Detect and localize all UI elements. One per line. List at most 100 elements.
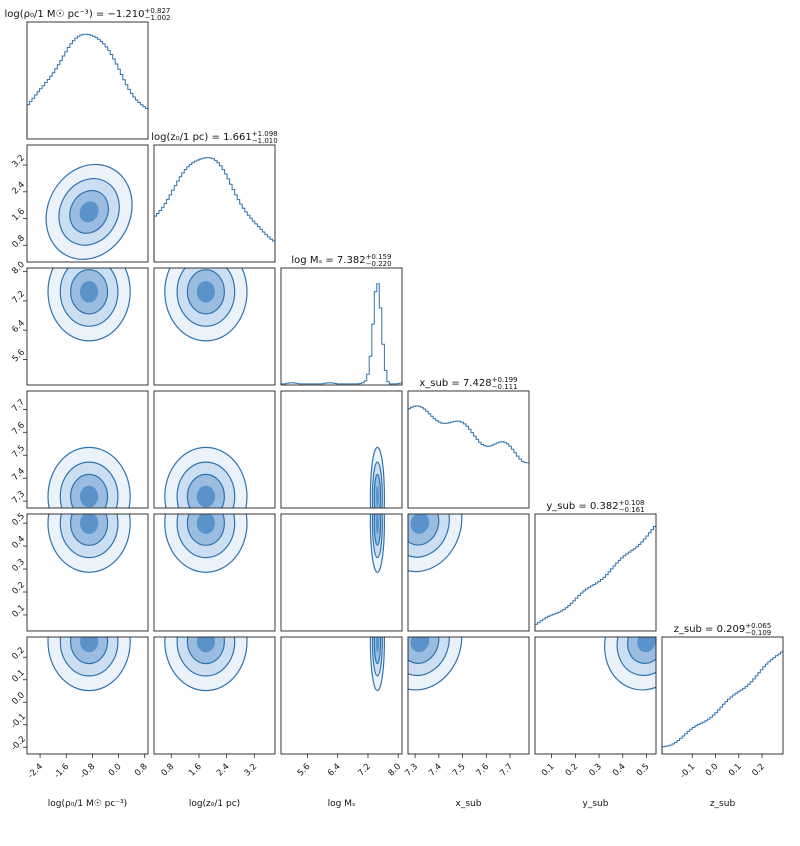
contour-level-4 <box>375 637 379 653</box>
panel-frame <box>407 513 530 632</box>
panel-frame <box>407 390 530 509</box>
contour-panel-rho0-xsub <box>26 390 149 509</box>
histogram-xsub <box>407 405 529 508</box>
contour-level-4 <box>80 637 99 653</box>
contour-level-4 <box>196 637 215 653</box>
x-axis-zsub: -0.1 0.0 0.1 0.2 z_sub <box>678 754 767 809</box>
panel-frame <box>26 144 149 263</box>
y-tick-label: 0.3 <box>10 557 27 574</box>
contour-level-4 <box>375 514 379 534</box>
contour-level-4 <box>80 485 99 508</box>
y-tick-label: 0.2 <box>10 645 27 662</box>
y-tick-label: 7.3 <box>10 489 27 506</box>
x-tick-label: 0.0 <box>704 762 721 779</box>
panel-frame <box>661 636 784 755</box>
x-tick-label: 7.6 <box>475 762 492 779</box>
y-tick-label: 0.1 <box>10 603 27 620</box>
y-tick-label: 7.2 <box>10 289 27 306</box>
y-axis-zsub: -0.2 -0.1 0.0 0.1 0.2 <box>9 645 28 753</box>
contour-group <box>47 446 131 508</box>
x-tick-label: -1.6 <box>52 762 71 781</box>
x-tick-label: 0.0 <box>107 762 124 779</box>
contour-group <box>604 637 656 691</box>
x-axis-label-xsub: x_sub <box>456 799 482 809</box>
contour-level-4 <box>375 485 379 508</box>
panel-frame <box>534 636 657 755</box>
x-tick-label: 7.4 <box>427 762 444 779</box>
hist-panel-rho0: log(ρ₀/1 M☉ pc⁻³) = −1.210+0.827 −1.002 <box>5 7 171 140</box>
hist-panel-xsub: x_sub = 7.428+0.199 −0.111 <box>407 376 530 509</box>
contour-level-4 <box>196 485 215 508</box>
contour-level-4 <box>79 201 99 223</box>
y-tick-label: 3.2 <box>10 153 27 170</box>
y-tick-label: 8.0 <box>10 260 27 277</box>
contour-panel-Ms-zsub <box>280 636 403 755</box>
x-axis-z0: 0.8 1.6 2.4 3.2 log(z₀/1 pc) <box>160 754 260 809</box>
x-axis-Ms: 5.6 6.4 7.2 8.0 log Mₛ <box>296 754 403 809</box>
x-tick-label: 6.4 <box>326 762 343 779</box>
x-axis-ysub: 0.1 0.2 0.3 0.4 0.5 y_sub <box>540 754 652 809</box>
contour-level-4 <box>196 514 215 534</box>
title-zsub: z_sub = 0.209+0.065 −0.109 <box>674 622 772 637</box>
title-Ms: log Mₛ = 7.382+0.159 −0.220 <box>291 253 391 268</box>
x-tick-label: 2.4 <box>215 762 232 779</box>
x-tick-label: 3.2 <box>243 762 260 779</box>
y-tick-label: 1.6 <box>10 207 27 224</box>
panel-frame <box>26 513 149 632</box>
x-tick-label: 0.8 <box>133 762 150 779</box>
x-tick-label: 0.2 <box>564 762 581 779</box>
y-axis-z0: 0.8 1.6 2.4 3.2 <box>10 153 27 250</box>
x-tick-label: 8.0 <box>387 762 404 779</box>
y-tick-label: 0.2 <box>10 580 27 597</box>
x-tick-label: 7.3 <box>403 762 420 779</box>
contour-panel-z0-ysub <box>153 513 276 632</box>
y-axis-ysub: 0.1 0.2 0.3 0.4 0.5 <box>10 511 27 619</box>
y-tick-label: 2.4 <box>10 180 27 197</box>
x-axis-label-rho0: log(ρ₀/1 M☉ pc⁻³) <box>48 799 127 809</box>
histogram-rho0 <box>26 33 148 139</box>
x-tick-label: -0.8 <box>79 762 98 781</box>
y-tick-label: 0.0 <box>10 690 27 707</box>
contour-group <box>47 637 131 692</box>
contour-group <box>47 514 131 573</box>
panel-frame <box>26 267 149 386</box>
title-rho0: log(ρ₀/1 M☉ pc⁻³) = −1.210+0.827 −1.002 <box>5 7 171 22</box>
contour-panel-Ms-xsub <box>280 390 403 509</box>
histogram-z0 <box>153 157 275 262</box>
contour-group <box>408 514 463 573</box>
panels-layer: log(ρ₀/1 M☉ pc⁻³) = −1.210+0.827 −1.002 -2… <box>5 7 784 809</box>
x-tick-label: 5.6 <box>296 762 313 779</box>
y-tick-label: -0.1 <box>9 712 28 731</box>
x-tick-label: 0.1 <box>540 762 557 779</box>
title-ysub: y_sub = 0.382+0.108 −0.161 <box>546 499 644 514</box>
x-tick-label: 0.3 <box>587 762 604 779</box>
panel-frame <box>153 267 276 386</box>
y-tick-label: 7.7 <box>10 398 27 415</box>
contour-panel-rho0-Ms <box>26 267 149 386</box>
contour-group <box>164 268 248 342</box>
contour-panel-xsub-zsub <box>407 636 530 755</box>
contour-panel-Ms-ysub <box>280 513 403 632</box>
contour-level-4 <box>410 637 430 653</box>
x-axis-label-Ms: log Mₛ <box>328 799 356 809</box>
contour-group <box>164 514 248 573</box>
x-axis-rho0: -2.4 -1.6 -0.8 0.0 0.8 log(ρ₀/1 M☉ pc⁻³) <box>26 754 150 809</box>
y-tick-label: 6.4 <box>10 318 27 335</box>
contour-group <box>408 637 463 691</box>
panel-frame <box>280 636 403 755</box>
y-tick-label: 0.1 <box>10 668 27 685</box>
y-tick-label: -0.2 <box>9 734 28 753</box>
x-tick-label: 0.5 <box>635 762 652 779</box>
y-tick-label: 7.5 <box>10 443 27 460</box>
contour-group <box>369 446 385 508</box>
contour-group <box>47 268 131 342</box>
contour-level-4 <box>410 514 430 534</box>
panel-frame <box>280 267 403 386</box>
contour-group <box>164 637 248 692</box>
panel-frame <box>153 636 276 755</box>
panel-frame <box>153 144 276 263</box>
histogram-zsub <box>661 651 783 754</box>
y-tick-label: 0.4 <box>10 534 27 551</box>
x-axis-label-ysub: y_sub <box>583 799 609 809</box>
y-axis-xsub: 7.3 7.4 7.5 7.6 7.7 <box>10 398 27 506</box>
